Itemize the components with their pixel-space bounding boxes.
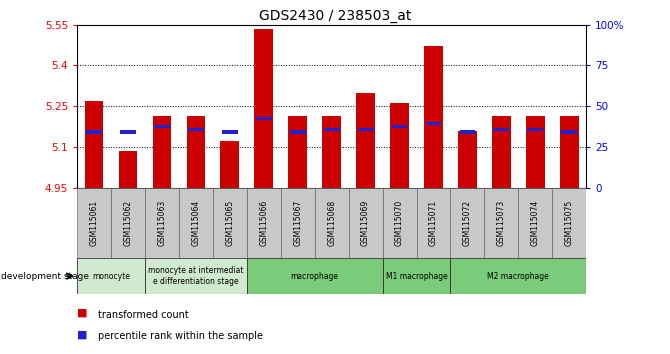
Text: GSM115066: GSM115066 (259, 200, 268, 246)
Bar (460, 130, 476, 133)
Text: GSM115061: GSM115061 (90, 200, 98, 246)
Bar (213, 188, 247, 258)
Bar (315, 188, 348, 258)
Bar (383, 258, 450, 294)
Bar (288, 116, 307, 188)
Bar (560, 116, 579, 188)
Bar (324, 128, 340, 131)
Bar (561, 130, 578, 133)
Text: GSM115062: GSM115062 (123, 200, 133, 246)
Text: GSM115072: GSM115072 (463, 200, 472, 246)
Bar (484, 188, 519, 258)
Bar (84, 101, 103, 188)
Text: GSM115071: GSM115071 (429, 200, 438, 246)
Text: macrophage: macrophage (291, 272, 338, 281)
Bar (153, 116, 172, 188)
Bar (458, 131, 477, 188)
Bar (424, 46, 443, 188)
Bar (425, 122, 442, 125)
Bar (145, 258, 247, 294)
Bar (247, 258, 383, 294)
Bar (77, 258, 145, 294)
Bar (390, 103, 409, 188)
Bar (111, 188, 145, 258)
Text: ■: ■ (77, 329, 88, 339)
Bar (356, 93, 375, 188)
Bar (383, 188, 417, 258)
Bar (188, 128, 204, 131)
Text: percentile rank within the sample: percentile rank within the sample (98, 331, 263, 341)
Bar (255, 29, 273, 188)
Bar (526, 116, 545, 188)
Text: monocyte at intermediat
e differentiation stage: monocyte at intermediat e differentiatio… (148, 267, 244, 286)
Text: GSM115070: GSM115070 (395, 200, 404, 246)
Text: GSM115073: GSM115073 (497, 200, 506, 246)
Text: GSM115075: GSM115075 (565, 200, 574, 246)
Bar (256, 117, 272, 120)
Bar (417, 188, 450, 258)
Text: monocyte: monocyte (92, 272, 130, 281)
Bar (492, 116, 511, 188)
Text: GDS2430 / 238503_at: GDS2430 / 238503_at (259, 9, 411, 23)
Text: M1 macrophage: M1 macrophage (386, 272, 448, 281)
Text: transformed count: transformed count (98, 310, 189, 320)
Bar (450, 188, 484, 258)
Bar (289, 130, 306, 133)
Text: development stage: development stage (1, 272, 89, 281)
Bar (247, 188, 281, 258)
Text: GSM115065: GSM115065 (225, 200, 234, 246)
Bar (450, 258, 586, 294)
Bar (220, 142, 239, 188)
Text: GSM115063: GSM115063 (157, 200, 166, 246)
Bar (77, 188, 111, 258)
Text: GSM115068: GSM115068 (327, 200, 336, 246)
Bar (86, 130, 102, 133)
Bar (358, 128, 374, 131)
Bar (322, 116, 341, 188)
Text: GSM115074: GSM115074 (531, 200, 540, 246)
Text: GSM115067: GSM115067 (293, 200, 302, 246)
Bar (348, 188, 383, 258)
Bar (186, 116, 205, 188)
Text: GSM115064: GSM115064 (192, 200, 200, 246)
Text: GSM115069: GSM115069 (361, 200, 370, 246)
Bar (391, 125, 407, 128)
Bar (493, 128, 509, 131)
Bar (527, 128, 543, 131)
Bar (179, 188, 213, 258)
Bar (222, 130, 238, 133)
Bar (119, 151, 137, 188)
Bar (145, 188, 179, 258)
Bar (552, 188, 586, 258)
Bar (519, 188, 552, 258)
Bar (281, 188, 315, 258)
Text: M2 macrophage: M2 macrophage (488, 272, 549, 281)
Text: ■: ■ (77, 308, 88, 318)
Bar (154, 125, 170, 128)
Bar (120, 130, 136, 133)
